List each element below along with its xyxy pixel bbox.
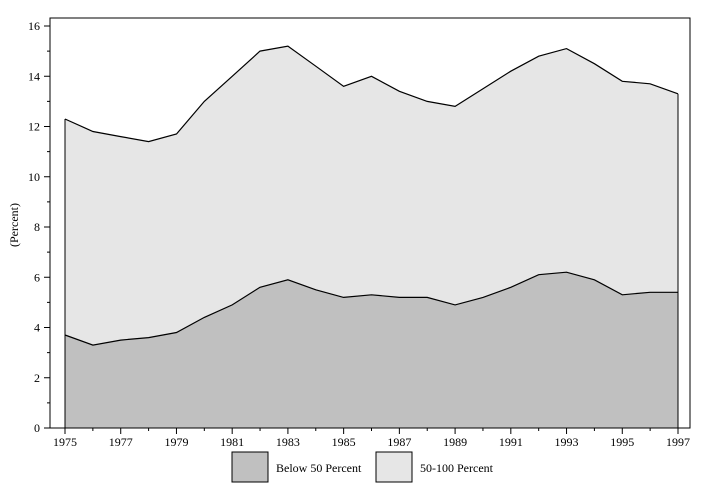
legend-label-1: Below 50 Percent — [276, 461, 362, 475]
line-layer — [64, 45, 679, 428]
legend-label-2: 50-100 Percent — [420, 461, 494, 475]
y-tick-label: 16 — [28, 19, 40, 33]
y-tick-label: 0 — [34, 421, 40, 435]
x-tick-label: 1979 — [164, 435, 188, 449]
x-axis: 1975 1977 1979 1981 1983 1985 1987 1989 1991 1993… — [53, 428, 690, 449]
area-series-2 — [65, 46, 678, 346]
x-tick-label: 1983 — [276, 435, 300, 449]
x-tick-label: 1989 — [443, 435, 467, 449]
y-tick-label: 6 — [34, 270, 40, 284]
x-tick-label: 1977 — [109, 435, 133, 449]
y-axis: 0 2 4 6 8 10 12 14 16 — [28, 19, 50, 435]
legend-swatch-1 — [231, 451, 269, 483]
area-layer — [65, 46, 678, 428]
x-tick-label: 1993 — [555, 435, 579, 449]
x-tick-label: 1981 — [220, 435, 244, 449]
y-tick-label: 10 — [28, 170, 40, 184]
x-tick-label: 1997 — [666, 435, 690, 449]
x-tick-label: 1975 — [53, 435, 77, 449]
series-line-2 — [64, 45, 679, 143]
legend: Below 50 Percent 50-100 Percent — [231, 451, 494, 483]
x-tick-label: 1985 — [332, 435, 356, 449]
y-axis-title: (Percent) — [7, 203, 21, 247]
legend-swatch-2 — [375, 451, 413, 483]
x-tick-label: 1991 — [499, 435, 523, 449]
y-tick-label: 14 — [28, 69, 40, 83]
y-tick-label: 8 — [34, 220, 40, 234]
y-tick-label: 4 — [34, 321, 40, 335]
x-tick-label: 1987 — [387, 435, 411, 449]
plot-frame — [49, 17, 691, 429]
y-tick-label: 12 — [28, 120, 40, 134]
series-line-1 — [64, 271, 678, 346]
y-tick-label: 2 — [34, 371, 40, 385]
x-tick-label: 1995 — [610, 435, 634, 449]
